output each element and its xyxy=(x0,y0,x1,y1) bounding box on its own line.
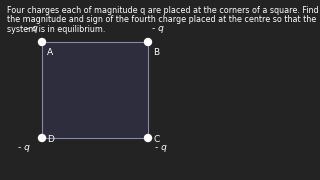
Text: D: D xyxy=(47,135,54,144)
Circle shape xyxy=(145,134,151,141)
Circle shape xyxy=(145,39,151,46)
Text: C: C xyxy=(153,135,159,144)
Circle shape xyxy=(38,134,45,141)
Text: - q: - q xyxy=(26,24,38,33)
Text: - q: - q xyxy=(18,143,30,152)
Text: the magnitude and sign of the fourth charge placed at the centre so that the: the magnitude and sign of the fourth cha… xyxy=(7,15,316,24)
Circle shape xyxy=(38,39,45,46)
Text: B: B xyxy=(153,48,159,57)
Text: system is in equilibrium.: system is in equilibrium. xyxy=(7,25,105,34)
Bar xyxy=(42,42,148,138)
Text: A: A xyxy=(47,48,53,57)
Text: - q: - q xyxy=(155,143,167,152)
Text: - q: - q xyxy=(152,24,164,33)
Text: Four charges each of magnitude q are placed at the corners of a square. Find: Four charges each of magnitude q are pla… xyxy=(7,6,319,15)
